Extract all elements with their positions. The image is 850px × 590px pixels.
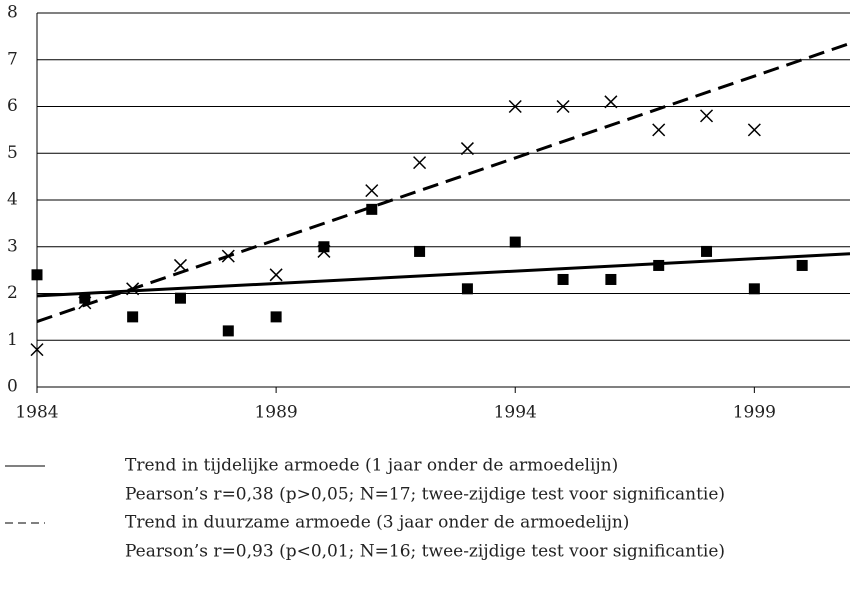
point xyxy=(270,311,282,323)
y-tick-label: 0 xyxy=(7,377,18,397)
point xyxy=(653,259,665,271)
point xyxy=(796,259,808,271)
point xyxy=(173,258,188,272)
point xyxy=(318,241,330,253)
point xyxy=(127,311,139,323)
y-tick-label: 4 xyxy=(7,190,18,210)
point xyxy=(365,184,379,198)
point xyxy=(461,283,473,295)
legend-note: Pearson’s r=0,38 (p>0,05; N=17; twee-zij… xyxy=(125,485,725,505)
y-tick-label: 7 xyxy=(7,49,18,69)
x-tick-label: 1999 xyxy=(733,403,776,423)
point xyxy=(78,296,92,310)
point xyxy=(652,123,666,137)
point xyxy=(222,325,234,337)
trend-line xyxy=(36,41,850,323)
y-tick-label: 6 xyxy=(7,96,18,116)
point xyxy=(748,283,760,295)
point xyxy=(605,273,617,285)
point xyxy=(174,292,186,304)
point xyxy=(317,244,331,258)
point xyxy=(556,99,570,114)
y-tick-label: 8 xyxy=(7,3,18,23)
point xyxy=(79,292,91,304)
point xyxy=(269,268,283,282)
point xyxy=(509,236,521,248)
legend-note: Pearson’s r=0,93 (p<0,01; N=16; twee-zij… xyxy=(125,542,725,562)
y-tick-label: 5 xyxy=(7,143,18,163)
x-tick-label: 1989 xyxy=(254,403,297,423)
legend-label: Trend in tijdelijke armoede (1 jaar onde… xyxy=(125,456,618,476)
point xyxy=(30,343,44,357)
point xyxy=(460,142,474,156)
x-tick-label: 1994 xyxy=(494,403,537,423)
trend-line xyxy=(36,252,850,298)
y-tick-label: 1 xyxy=(7,330,18,350)
point xyxy=(366,203,378,215)
point xyxy=(31,269,43,281)
point xyxy=(701,245,713,257)
point xyxy=(413,156,427,170)
point xyxy=(508,99,522,114)
y-tick-label: 3 xyxy=(7,236,18,256)
point xyxy=(557,273,569,285)
point xyxy=(414,245,426,257)
point xyxy=(747,123,761,137)
point xyxy=(699,109,714,123)
point xyxy=(604,95,618,109)
x-tick-label: 1984 xyxy=(15,403,58,423)
y-tick-label: 2 xyxy=(7,283,18,303)
legend-label: Trend in duurzame armoede (3 jaar onder … xyxy=(125,513,629,533)
